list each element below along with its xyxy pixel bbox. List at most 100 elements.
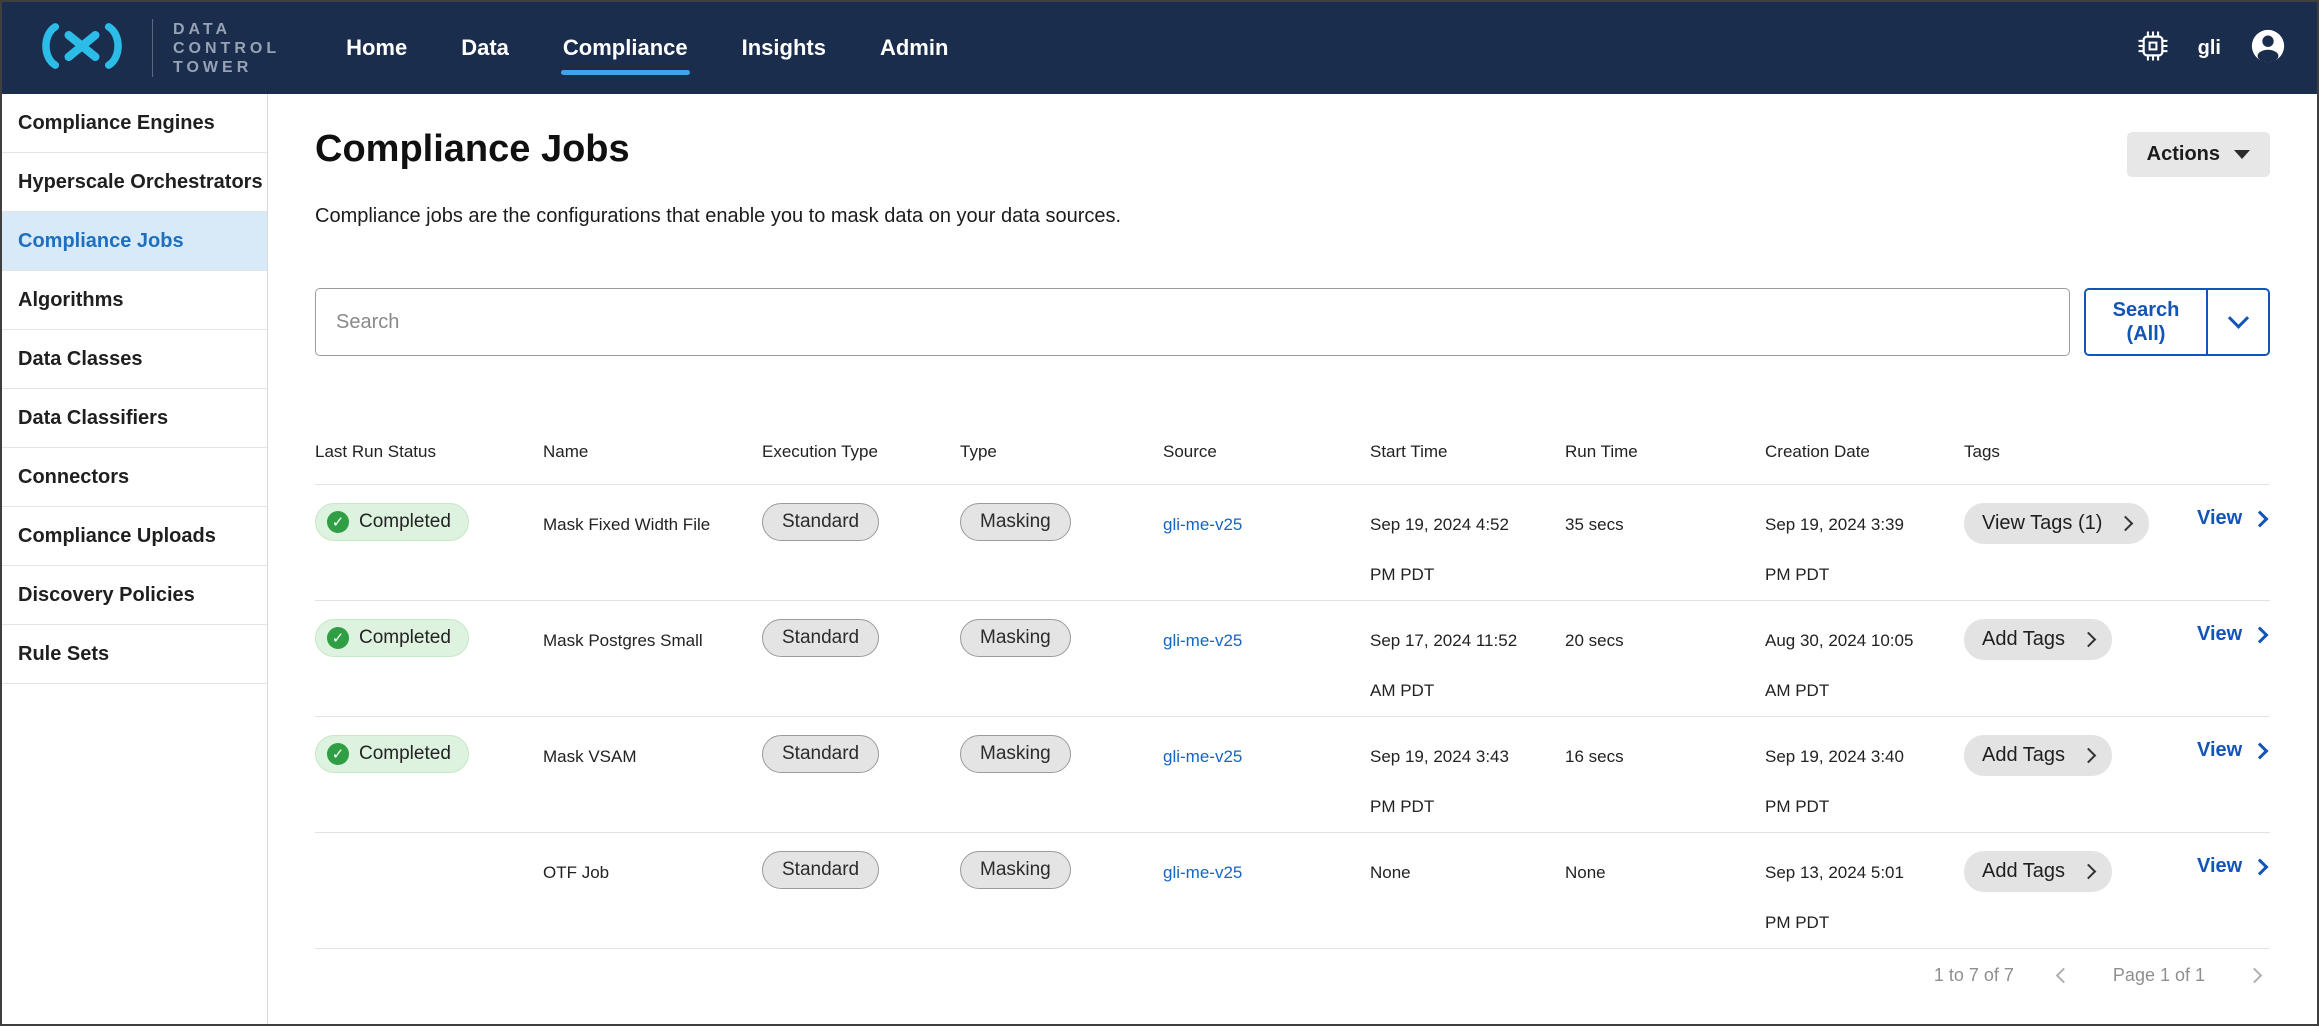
delphix-logo-icon	[32, 20, 132, 77]
sidebar-item-rule-sets[interactable]: Rule Sets	[2, 625, 267, 684]
jobs-table: Last Run Status Name Execution Type Type…	[315, 442, 2270, 949]
creation-date: Sep 13, 2024 5:01 PM PDT	[1765, 863, 1904, 932]
table-row: Completed Mask Fixed Width File Standard…	[315, 484, 2270, 600]
add-tags-button[interactable]: Add Tags	[1964, 735, 2113, 776]
job-name: OTF Job	[543, 863, 610, 882]
col-run-time: Run Time	[1565, 442, 1638, 461]
caret-down-icon	[2234, 150, 2250, 159]
top-navbar: DATA CONTROL TOWER Home Data Compliance …	[2, 2, 2317, 94]
search-scope-dropdown[interactable]	[2206, 290, 2268, 354]
execution-type-badge: Standard	[762, 851, 880, 889]
view-link[interactable]: View	[2197, 855, 2269, 878]
creation-date: Sep 19, 2024 3:39 PM PDT	[1765, 515, 1904, 584]
add-tags-button[interactable]: Add Tags	[1964, 619, 2113, 660]
sidebar-item-algorithms[interactable]: Algorithms	[2, 271, 267, 330]
view-tags-button[interactable]: View Tags (1)	[1964, 503, 2150, 544]
type-badge: Masking	[960, 619, 1071, 657]
start-time: Sep 17, 2024 11:52 AM PDT	[1370, 631, 1518, 700]
status-badge: Completed	[315, 619, 469, 657]
account-icon[interactable]	[2249, 27, 2287, 70]
brand: DATA CONTROL TOWER	[32, 19, 280, 77]
run-time: 16 secs	[1565, 747, 1624, 766]
execution-type-badge: Standard	[762, 735, 880, 773]
sidebar-item-compliance-uploads[interactable]: Compliance Uploads	[2, 507, 267, 566]
sidebar: Compliance Engines Hyperscale Orchestrat…	[2, 94, 268, 1024]
chevron-right-icon	[2118, 515, 2134, 532]
main-nav: Home Data Compliance Insights Admin	[344, 29, 950, 75]
search-all-button[interactable]: Search (All)	[2086, 290, 2206, 354]
nav-item-admin[interactable]: Admin	[879, 35, 949, 60]
col-source: Source	[1163, 442, 1217, 461]
col-start-time: Start Time	[1370, 442, 1448, 461]
pagination: 1 to 7 of 7 Page 1 of 1	[315, 965, 2270, 986]
search-split-button: Search (All)	[2084, 288, 2270, 356]
type-badge: Masking	[960, 735, 1071, 773]
chevron-right-icon	[2251, 626, 2269, 643]
view-link[interactable]: View	[2197, 739, 2269, 762]
search-bar: Search (All)	[315, 288, 2270, 356]
chip-icon[interactable]	[2136, 29, 2170, 68]
check-icon	[327, 511, 349, 533]
nav-item-home[interactable]: Home	[346, 35, 408, 60]
job-name: Mask Postgres Small	[543, 631, 703, 650]
col-name: Name	[543, 442, 589, 461]
sidebar-item-data-classes[interactable]: Data Classes	[2, 330, 267, 389]
type-badge: Masking	[960, 503, 1071, 541]
sidebar-item-hyperscale-orchestrators[interactable]: Hyperscale Orchestrators	[2, 153, 267, 212]
sidebar-item-compliance-jobs[interactable]: Compliance Jobs	[2, 212, 267, 271]
table-row: Completed Mask Postgres Small Standard M…	[315, 600, 2270, 716]
run-time: None	[1565, 863, 1606, 882]
search-input[interactable]	[315, 288, 2070, 356]
start-time: None	[1370, 863, 1411, 882]
start-time: Sep 19, 2024 4:52 PM PDT	[1370, 515, 1509, 584]
start-time: Sep 19, 2024 3:43 PM PDT	[1370, 747, 1509, 816]
job-name: Mask VSAM	[543, 747, 637, 766]
chevron-down-icon	[2227, 307, 2249, 329]
chevron-left-icon[interactable]	[2055, 967, 2072, 984]
source-link[interactable]: gli-me-v25	[1163, 515, 1243, 534]
brand-divider	[152, 19, 153, 77]
execution-type-badge: Standard	[762, 619, 880, 657]
nav-item-compliance[interactable]: Compliance	[560, 29, 690, 75]
table-bottom-border	[315, 948, 2270, 949]
page-subtitle: Compliance jobs are the configurations t…	[315, 205, 1122, 227]
username-label: gli	[2197, 36, 2221, 59]
col-tags: Tags	[1964, 442, 2000, 461]
run-time: 35 secs	[1565, 515, 1624, 534]
type-badge: Masking	[960, 851, 1071, 889]
chevron-right-icon[interactable]	[2246, 967, 2263, 984]
source-link[interactable]: gli-me-v25	[1163, 631, 1243, 650]
col-type: Type	[960, 442, 997, 461]
chevron-right-icon	[2080, 631, 2097, 648]
job-name: Mask Fixed Width File	[543, 515, 711, 534]
sidebar-item-connectors[interactable]: Connectors	[2, 448, 267, 507]
sidebar-item-compliance-engines[interactable]: Compliance Engines	[2, 94, 267, 153]
actions-button[interactable]: Actions	[2126, 132, 2270, 177]
check-icon	[327, 743, 349, 765]
check-icon	[327, 627, 349, 649]
chevron-right-icon	[2251, 510, 2269, 527]
add-tags-button[interactable]: Add Tags	[1964, 851, 2113, 892]
table-row: OTF Job Standard Masking gli-me-v25 None…	[315, 832, 2270, 948]
view-link[interactable]: View	[2197, 623, 2269, 646]
status-badge: Completed	[315, 503, 469, 541]
sidebar-item-data-classifiers[interactable]: Data Classifiers	[2, 389, 267, 448]
table-header: Last Run Status Name Execution Type Type…	[315, 442, 2270, 484]
sidebar-item-discovery-policies[interactable]: Discovery Policies	[2, 566, 267, 625]
navbar-right: gli	[2136, 27, 2287, 70]
brand-text: DATA CONTROL TOWER	[173, 20, 281, 76]
chevron-right-icon	[2251, 858, 2269, 875]
source-link[interactable]: gli-me-v25	[1163, 863, 1243, 882]
execution-type-badge: Standard	[762, 503, 880, 541]
pagination-range: 1 to 7 of 7	[1933, 965, 2014, 985]
col-execution-type: Execution Type	[762, 442, 878, 461]
chevron-right-icon	[2251, 742, 2269, 759]
nav-item-data[interactable]: Data	[461, 35, 509, 60]
view-link[interactable]: View	[2197, 507, 2269, 530]
col-last-run-status: Last Run Status	[315, 442, 436, 461]
source-link[interactable]: gli-me-v25	[1163, 747, 1243, 766]
chevron-right-icon	[2080, 863, 2097, 880]
creation-date: Aug 30, 2024 10:05 AM PDT	[1765, 631, 1914, 700]
nav-item-insights[interactable]: Insights	[741, 35, 826, 60]
